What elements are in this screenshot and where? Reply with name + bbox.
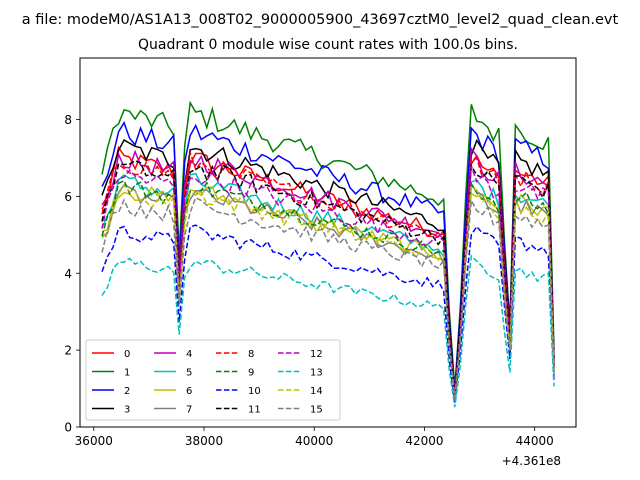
series-line-13 bbox=[101, 254, 555, 408]
legend-label-13: 13 bbox=[310, 368, 323, 379]
legend-label-10: 10 bbox=[248, 386, 261, 397]
legend-label-0: 0 bbox=[124, 349, 130, 360]
series-line-12 bbox=[101, 165, 555, 397]
plot-area: 36000 38000 40000 42000 44000 0 2 4 6 8 +4.361e8… bbox=[64, 57, 577, 468]
series-line-10 bbox=[101, 224, 555, 403]
legend-label-11: 11 bbox=[248, 405, 261, 416]
legend-label-1: 1 bbox=[124, 368, 130, 379]
legend-label-3: 3 bbox=[124, 405, 130, 416]
x-axis-ticks: 36000 38000 40000 42000 44000 bbox=[75, 427, 554, 448]
legend-label-7: 7 bbox=[186, 405, 192, 416]
legend-label-4: 4 bbox=[186, 349, 192, 360]
y-tick-label: 4 bbox=[64, 267, 72, 281]
x-tick-label: 42000 bbox=[405, 434, 443, 448]
legend-label-2: 2 bbox=[124, 386, 130, 397]
y-tick-label: 6 bbox=[64, 190, 72, 204]
suptitle: a file: modeM0/AS1A13_008T02_9000005900_… bbox=[22, 12, 619, 28]
x-tick-label: 38000 bbox=[185, 434, 223, 448]
legend-label-8: 8 bbox=[248, 349, 254, 360]
series-line-11 bbox=[101, 159, 555, 396]
chart-title: Quadrant 0 module wise count rates with … bbox=[138, 37, 518, 53]
legend-label-15: 15 bbox=[310, 405, 323, 416]
legend-label-5: 5 bbox=[186, 368, 192, 379]
x-offset-text: +4.361e8 bbox=[502, 454, 561, 468]
x-tick-label: 36000 bbox=[75, 434, 113, 448]
y-tick-label: 8 bbox=[64, 113, 72, 127]
series-lines bbox=[101, 100, 555, 408]
x-tick-label: 40000 bbox=[295, 434, 333, 448]
axes-frame bbox=[79, 57, 577, 428]
y-axis-ticks: 0 2 4 6 8 bbox=[64, 113, 80, 435]
y-tick-label: 0 bbox=[64, 421, 72, 435]
legend-label-9: 9 bbox=[248, 368, 254, 379]
x-tick-label: 44000 bbox=[516, 434, 554, 448]
series-line-15 bbox=[101, 196, 555, 400]
legend-label-6: 6 bbox=[186, 386, 192, 397]
legend-label-14: 14 bbox=[310, 386, 323, 397]
legend-box bbox=[85, 339, 341, 421]
y-tick-label: 2 bbox=[64, 344, 72, 358]
legend-label-12: 12 bbox=[310, 349, 323, 360]
